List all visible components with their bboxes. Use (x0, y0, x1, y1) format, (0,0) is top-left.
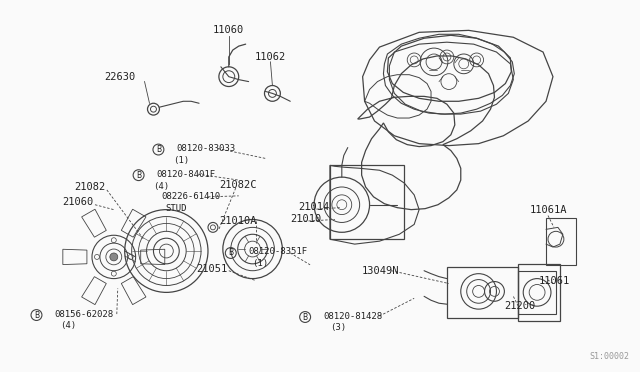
Text: 08156-62028: 08156-62028 (54, 310, 113, 318)
Text: 11061: 11061 (539, 276, 570, 286)
Text: 21082: 21082 (74, 182, 106, 192)
Text: B: B (156, 145, 161, 154)
Bar (518, 271, 556, 314)
Text: 08226-61410: 08226-61410 (161, 192, 221, 201)
Text: 21060: 21060 (62, 197, 93, 207)
Text: 08120-81428: 08120-81428 (323, 311, 382, 321)
Text: 21082C: 21082C (219, 180, 257, 190)
Text: 13049N: 13049N (362, 266, 399, 276)
Bar (330, 165, 404, 239)
Text: 08120-8401F: 08120-8401F (156, 170, 216, 179)
Text: 08120-83033: 08120-83033 (176, 144, 236, 153)
Text: B: B (303, 312, 308, 321)
Bar (447, 267, 518, 318)
Text: 11060: 11060 (213, 25, 244, 35)
Text: S1:00002: S1:00002 (589, 352, 629, 361)
Text: (1): (1) (173, 156, 189, 165)
Text: STUD: STUD (165, 204, 187, 213)
Text: (1): (1) (253, 259, 269, 268)
Bar (546, 218, 576, 265)
Circle shape (110, 253, 118, 261)
Text: 21010A: 21010A (219, 217, 257, 227)
Text: 22630: 22630 (104, 72, 136, 82)
Text: (4): (4) (60, 321, 76, 330)
Text: 21014: 21014 (298, 202, 330, 212)
Text: 11062: 11062 (255, 52, 286, 62)
Bar (518, 264, 560, 321)
Text: (4): (4) (154, 182, 170, 190)
Text: B: B (228, 248, 234, 257)
Text: B: B (136, 171, 141, 180)
Text: 21010: 21010 (291, 214, 321, 224)
Text: 21200: 21200 (504, 301, 536, 311)
Text: 21051: 21051 (196, 264, 227, 274)
Text: 08120-8351F: 08120-8351F (248, 247, 308, 257)
Text: 11061A: 11061A (530, 205, 568, 215)
Text: (3): (3) (330, 323, 346, 332)
Text: B: B (34, 311, 39, 320)
